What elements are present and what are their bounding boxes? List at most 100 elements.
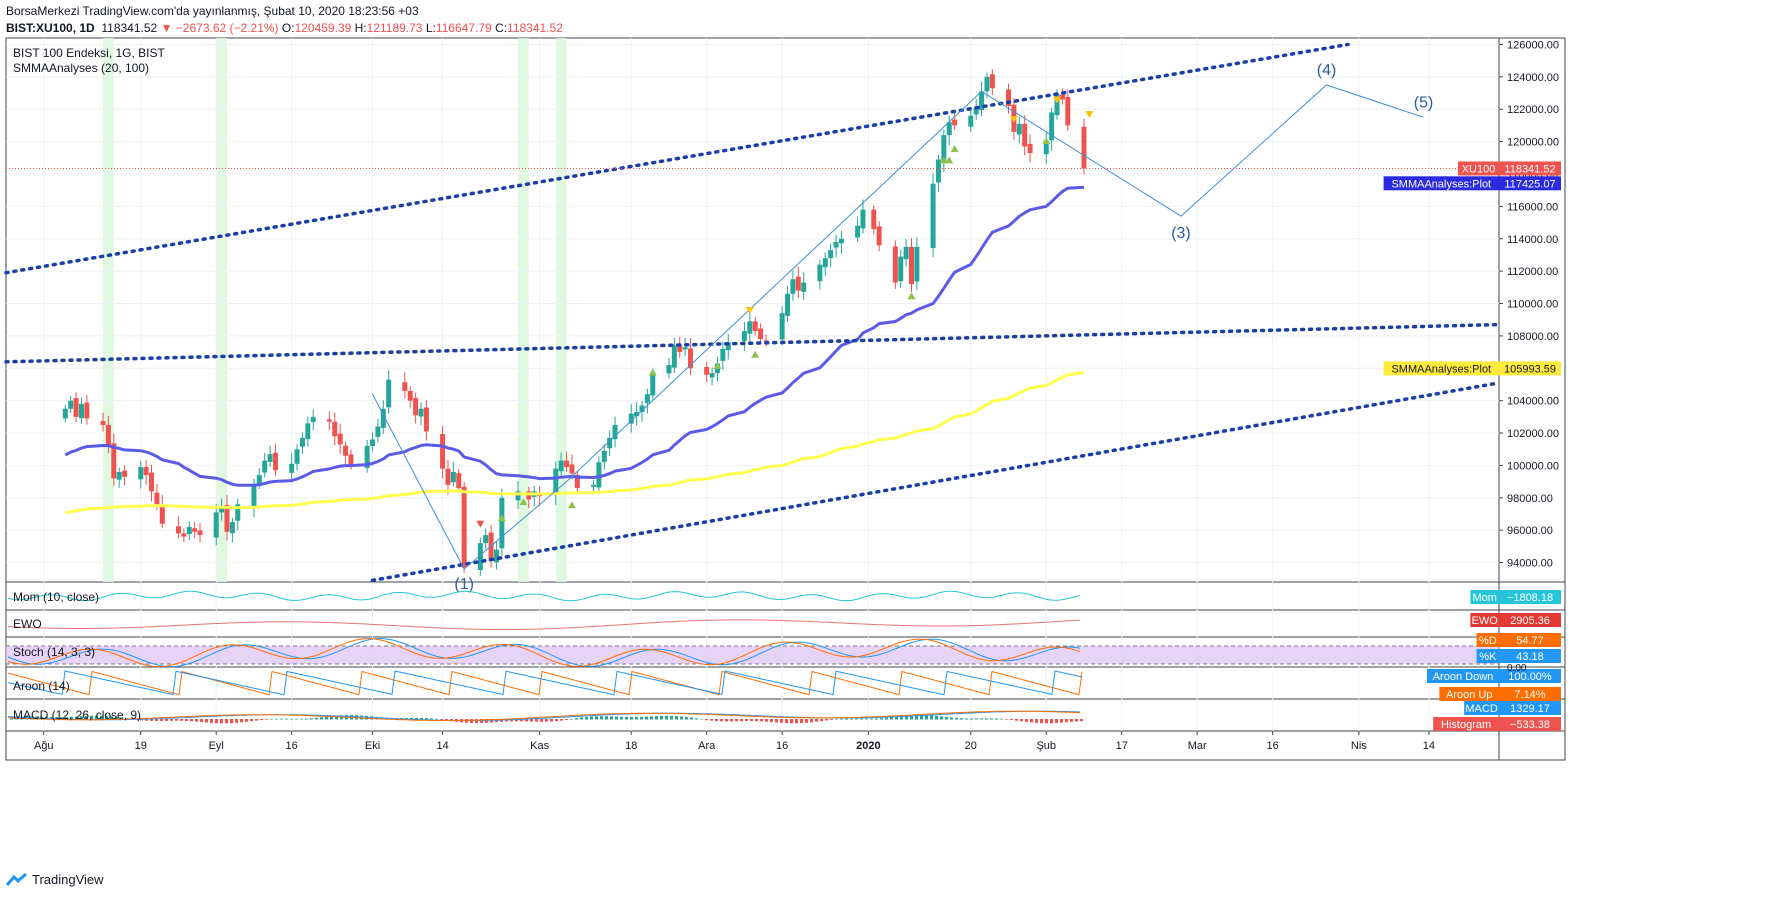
macd-histogram-bar — [910, 715, 913, 720]
candle-body — [785, 293, 791, 316]
macd-histogram-bar — [580, 717, 583, 720]
macd-histogram-bar — [635, 716, 638, 720]
candle-body — [817, 264, 823, 282]
candle-body — [709, 373, 715, 378]
candle-body — [871, 209, 877, 230]
chart-canvas[interactable]: 94000.00 96000.00 98000.00 100000.00 102000.… — [0, 0, 1788, 860]
candle-body — [790, 279, 796, 294]
macd-histogram-bar — [535, 719, 538, 722]
macd-histogram-bar — [920, 715, 923, 720]
macd-histogram-bar — [850, 718, 853, 720]
price-badge-name — [1470, 590, 1499, 604]
high-label: H: — [354, 21, 367, 35]
low-value: 116647.79 — [435, 21, 492, 35]
macd-histogram-bar — [795, 719, 798, 724]
candle-body — [289, 463, 295, 473]
candle-body — [952, 119, 958, 126]
macd-histogram-bar — [1035, 719, 1038, 723]
x-tick-label: Kas — [530, 740, 549, 752]
candle-body — [1081, 126, 1087, 169]
macd-histogram-bar — [930, 715, 933, 720]
candle-body — [596, 462, 602, 488]
candle-body — [343, 445, 349, 456]
price-badge-name-text: MACD — [1465, 703, 1497, 715]
wave-label: (1) — [454, 576, 474, 593]
macd-histogram-bar — [585, 716, 588, 720]
macd-histogram-bar — [725, 719, 728, 722]
macd-histogram-bar — [1070, 719, 1073, 722]
candle-body — [159, 504, 165, 524]
sell-signal-icon — [1053, 96, 1062, 104]
candle-body — [326, 419, 332, 422]
candle-body — [73, 398, 79, 417]
candle-body — [175, 526, 181, 534]
macd-histogram-bar — [755, 719, 758, 722]
macd-histogram-bar — [790, 719, 793, 724]
candle-body — [294, 449, 300, 464]
candle-body — [386, 379, 392, 408]
macd-histogram-bar — [705, 719, 708, 721]
candle-body — [375, 426, 381, 437]
buy-signal-icon — [713, 362, 722, 370]
macd-histogram-bar — [245, 719, 248, 722]
candle-body — [1059, 94, 1065, 100]
price-badge-value-text: 54.77 — [1516, 635, 1544, 647]
x-tick-label: 14 — [1423, 740, 1435, 752]
ewo-line — [7, 619, 1081, 631]
price-badge-value-text: −533.38 — [1510, 719, 1550, 731]
price-badge-value — [1499, 669, 1561, 683]
candle-body — [1016, 123, 1022, 135]
highlight-column — [555, 38, 567, 582]
candle-body — [143, 467, 149, 476]
price-badge-value-text: 105993.59 — [1504, 363, 1556, 375]
macd-histogram-bar — [885, 717, 888, 720]
highlight-column — [216, 38, 227, 582]
candle-body — [149, 472, 155, 492]
stoch-zero-label: 0.00 — [1507, 663, 1527, 674]
macd-histogram-bar — [780, 719, 783, 723]
candle-body — [181, 533, 187, 537]
wave-label: (4) — [1317, 62, 1337, 79]
macd-histogram-bar — [410, 717, 413, 720]
candle-body — [855, 225, 861, 238]
price-badge-name-text: SMMAAnalyses:Plot — [1391, 178, 1491, 190]
macd-histogram-bar — [760, 719, 763, 722]
candle-body — [607, 437, 613, 449]
macd-histogram-bar — [565, 719, 568, 721]
low-label: L: — [425, 21, 436, 35]
candle-body — [364, 446, 370, 469]
candle-body — [224, 504, 230, 532]
tradingview-logo-icon — [6, 872, 27, 886]
tradingview-logo[interactable]: TradingView — [6, 872, 104, 887]
buy-signal-icon — [950, 145, 959, 153]
aroon-down-line — [7, 670, 1083, 696]
macd-signal-line — [7, 710, 1081, 721]
price-badge-value-text: 43.18 — [1516, 651, 1544, 663]
macd-histogram-bar — [180, 719, 183, 721]
price-badge-value — [1499, 361, 1561, 376]
macd-histogram-bar — [905, 715, 908, 720]
macd-histogram-bar — [745, 719, 748, 722]
candle-body — [456, 473, 462, 489]
candle-body — [423, 407, 429, 432]
candle-body — [68, 400, 74, 409]
price-badge-name-text: XU100 — [1462, 163, 1496, 175]
macd-histogram-bar — [1040, 719, 1043, 724]
macd-histogram-bar — [110, 716, 113, 720]
macd-histogram-bar — [710, 719, 713, 721]
stoch-k-line — [7, 638, 1081, 668]
candle-body — [493, 549, 499, 563]
price-badge-value-text: 118341.52 — [1504, 163, 1555, 175]
macd-histogram-bar — [1080, 719, 1083, 722]
macd-histogram-bar — [195, 719, 198, 722]
candle-body — [402, 382, 408, 391]
candle-body — [1065, 96, 1071, 126]
macd-histogram-bar — [625, 716, 628, 720]
macd-histogram-bar — [1015, 719, 1018, 721]
macd-histogram-bar — [605, 716, 608, 720]
candle-body — [105, 424, 111, 446]
price-badge-name — [1439, 687, 1499, 701]
price-badge-value-text: −1808.18 — [1507, 592, 1553, 604]
macd-histogram-bar — [215, 719, 218, 724]
macd-histogram-bar — [550, 719, 553, 722]
